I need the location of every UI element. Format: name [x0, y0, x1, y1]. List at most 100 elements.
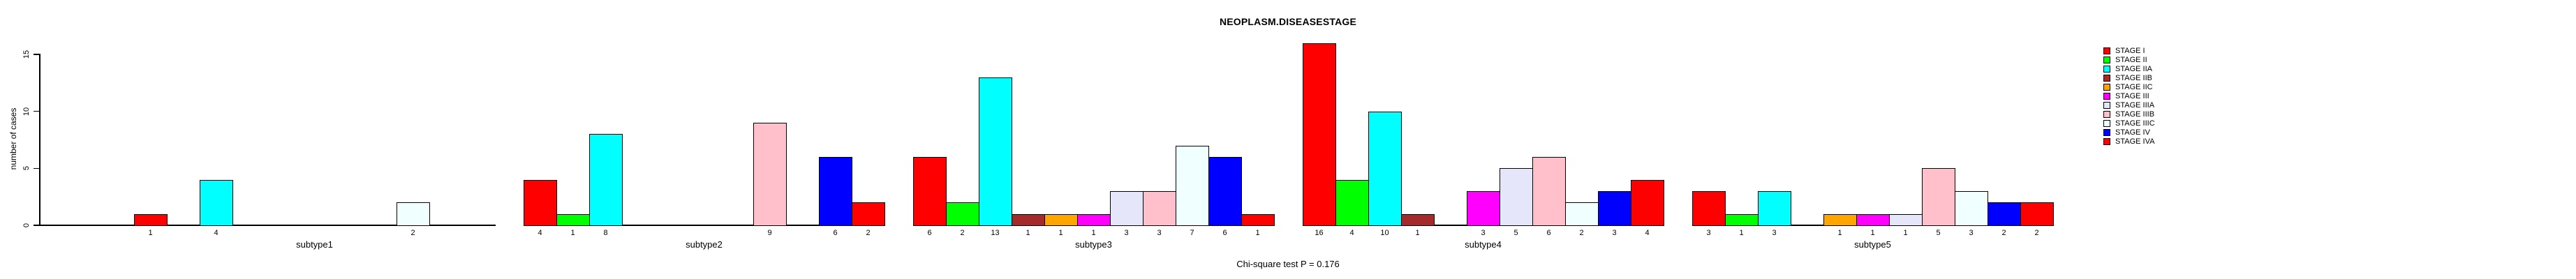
- bar-count-label: 4: [538, 229, 542, 237]
- legend-label: STAGE IVA: [2115, 137, 2155, 146]
- legend-label: STAGE III: [2115, 92, 2149, 100]
- bar: [1012, 214, 1045, 226]
- group-label: subtype4: [1465, 239, 1502, 250]
- bar: [1631, 180, 1664, 226]
- legend-swatch: [2103, 84, 2110, 91]
- bar: [753, 123, 787, 226]
- y-tick-label: 0: [22, 223, 31, 228]
- bar-count-label: 4: [214, 229, 219, 237]
- bar: [134, 214, 168, 226]
- bar: [1725, 214, 1759, 226]
- bar: [1401, 214, 1435, 226]
- bar: [1500, 168, 1533, 226]
- legend-label: STAGE IIB: [2115, 74, 2152, 82]
- bar: [1335, 180, 1369, 226]
- y-tick: [34, 54, 40, 55]
- legend-label: STAGE II: [2115, 56, 2147, 64]
- legend-swatch: [2103, 75, 2110, 82]
- bar-count-label: 2: [866, 229, 871, 237]
- bar-count-label: 3: [1612, 229, 1617, 237]
- bar-count-label: 1: [570, 229, 575, 237]
- legend-label: STAGE IIIB: [2115, 110, 2155, 119]
- legend-label: STAGE IIIC: [2115, 119, 2155, 128]
- bar-count-label: 8: [603, 229, 608, 237]
- bar: [1692, 191, 1726, 226]
- bar-count-label: 3: [1157, 229, 1162, 237]
- legend-swatch: [2103, 93, 2110, 100]
- group-label: subtype5: [1854, 239, 1891, 250]
- bar-count-label: 2: [1579, 229, 1584, 237]
- bar-count-label: 7: [1190, 229, 1194, 237]
- group-label: subtype2: [686, 239, 723, 250]
- bar-count-label: 1: [1058, 229, 1063, 237]
- legend-swatch: [2103, 66, 2110, 73]
- bar: [1303, 43, 1336, 226]
- bar-count-label: 1: [1837, 229, 1842, 237]
- legend-swatch: [2103, 138, 2110, 145]
- bar: [852, 202, 885, 226]
- bar-count-label: 1: [1870, 229, 1875, 237]
- bar-count-label: 1: [1026, 229, 1030, 237]
- bar-count-label: 1: [1903, 229, 1908, 237]
- bar-count-label: 2: [2001, 229, 2006, 237]
- legend-swatch: [2103, 120, 2110, 127]
- y-tick: [34, 225, 40, 226]
- bar: [819, 157, 852, 226]
- group-axis-line: [524, 225, 885, 226]
- bar: [1208, 157, 1242, 226]
- legend-swatch: [2103, 56, 2110, 63]
- bar: [1856, 214, 1890, 226]
- bar: [1889, 214, 1923, 226]
- bar: [1044, 214, 1078, 226]
- bar: [1987, 202, 2021, 226]
- y-axis-line: [39, 54, 40, 226]
- bar: [1823, 214, 1857, 226]
- bar: [524, 180, 557, 226]
- bar-count-label: 6: [1546, 229, 1551, 237]
- bar-count-label: 1: [1255, 229, 1260, 237]
- bar: [1598, 191, 1631, 226]
- bar: [1955, 191, 1988, 226]
- y-tick: [34, 167, 40, 169]
- bar-count-label: 2: [2034, 229, 2039, 237]
- y-tick-label: 5: [22, 166, 31, 171]
- legend-label: STAGE IIA: [2115, 65, 2152, 73]
- bar: [1077, 214, 1111, 226]
- bar: [2020, 202, 2054, 226]
- bar-count-label: 6: [927, 229, 932, 237]
- bar: [1467, 191, 1500, 226]
- y-axis-label: number of cases: [8, 107, 18, 170]
- bar: [1565, 202, 1599, 226]
- bar-count-label: 5: [1513, 229, 1518, 237]
- bar-count-label: 3: [1481, 229, 1486, 237]
- legend-swatch: [2103, 47, 2110, 54]
- bar: [1176, 146, 1209, 226]
- bar-count-label: 1: [148, 229, 153, 237]
- legend-swatch: [2103, 129, 2110, 136]
- bar: [913, 157, 947, 226]
- bar-count-label: 6: [1222, 229, 1227, 237]
- bar: [1368, 112, 1402, 226]
- bar: [1532, 157, 1566, 226]
- y-tick-label: 15: [22, 50, 31, 59]
- group-label: subtype3: [1075, 239, 1112, 250]
- legend-swatch: [2103, 102, 2110, 109]
- bar-count-label: 2: [410, 229, 415, 237]
- bar-count-label: 9: [767, 229, 772, 237]
- bar-count-label: 1: [1415, 229, 1420, 237]
- bar-count-label: 2: [960, 229, 965, 237]
- legend-label: STAGE IIC: [2115, 83, 2153, 91]
- bar: [589, 134, 623, 226]
- group-label: subtype1: [296, 239, 333, 250]
- group-axis-line: [39, 225, 496, 226]
- bar-count-label: 13: [991, 229, 1000, 237]
- bar: [1241, 214, 1275, 226]
- bar: [1758, 191, 1791, 226]
- bar: [556, 214, 590, 226]
- legend-label: STAGE IIIA: [2115, 101, 2155, 110]
- bar-count-label: 3: [1124, 229, 1129, 237]
- bar: [979, 77, 1012, 226]
- bar-count-label: 3: [1772, 229, 1777, 237]
- legend-label: STAGE IV: [2115, 128, 2150, 137]
